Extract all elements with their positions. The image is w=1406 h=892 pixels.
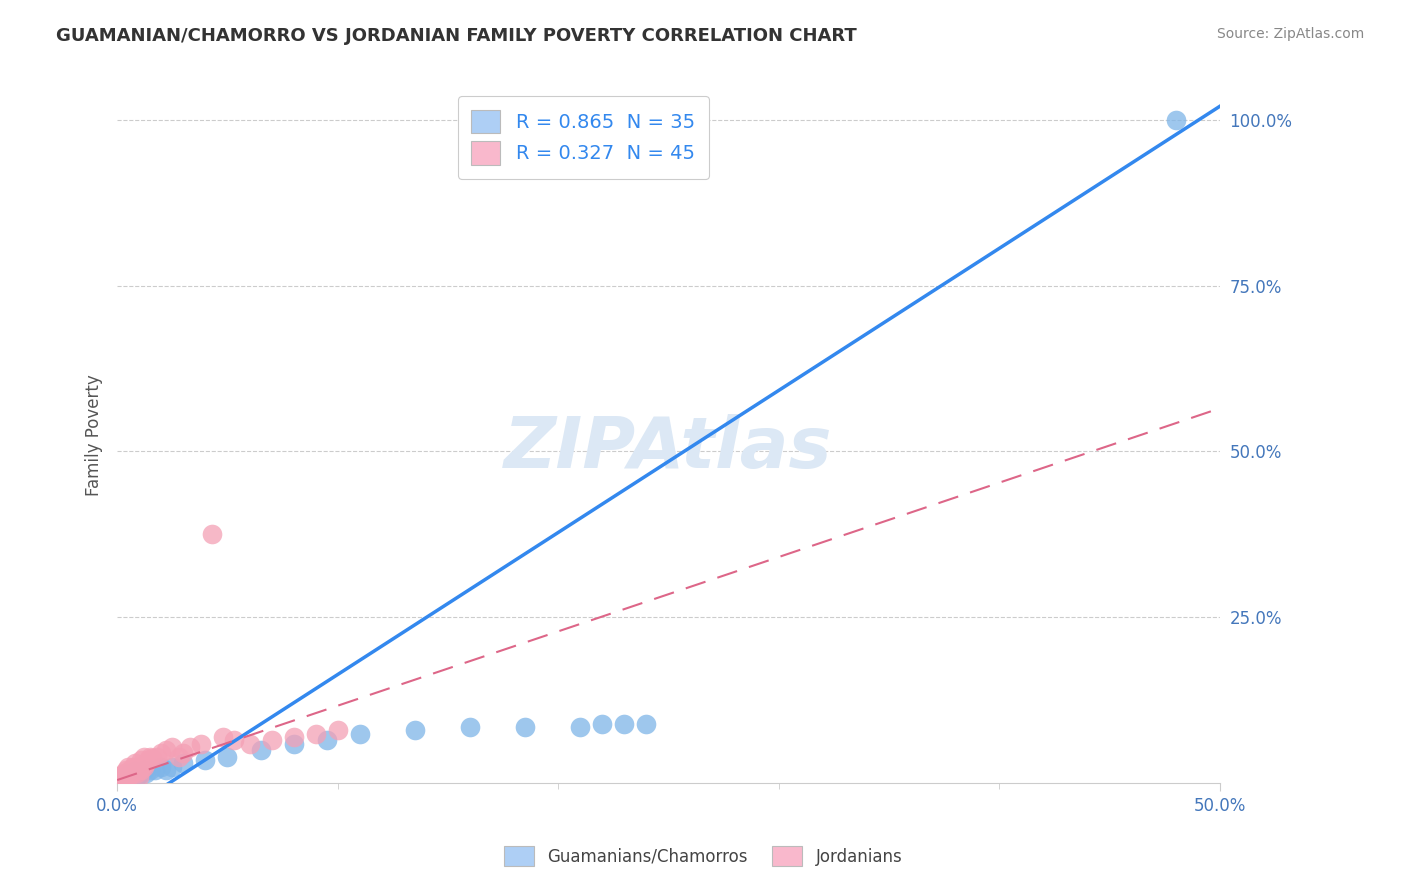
Point	[636, 716, 658, 731]
Point	[143, 763, 166, 777]
Point	[131, 753, 153, 767]
Point	[217, 749, 239, 764]
Point	[128, 766, 150, 780]
Point	[1164, 112, 1187, 127]
Point	[125, 766, 148, 780]
Legend: Guamanians/Chamorros, Jordanians: Guamanians/Chamorros, Jordanians	[495, 838, 911, 875]
Point	[120, 763, 142, 777]
Point	[458, 720, 481, 734]
Point	[155, 743, 177, 757]
Point	[194, 753, 217, 767]
Point	[162, 760, 184, 774]
Point	[110, 771, 132, 785]
Point	[120, 766, 142, 780]
Point	[115, 770, 138, 784]
Point	[515, 720, 537, 734]
Point	[108, 772, 131, 787]
Point	[121, 766, 143, 780]
Point	[112, 772, 135, 787]
Point	[155, 763, 177, 777]
Point	[613, 716, 636, 731]
Point	[139, 763, 162, 777]
Point	[569, 720, 592, 734]
Point	[115, 772, 138, 787]
Point	[249, 743, 271, 757]
Point	[117, 768, 139, 782]
Point	[112, 766, 135, 780]
Point	[112, 771, 135, 785]
Point	[132, 760, 155, 774]
Point	[212, 730, 235, 744]
Point	[124, 756, 146, 771]
Point	[136, 753, 159, 767]
Point	[132, 749, 155, 764]
Point	[121, 760, 143, 774]
Point	[162, 739, 184, 754]
Point	[135, 756, 157, 771]
Point	[124, 764, 146, 779]
Point	[591, 716, 613, 731]
Point	[117, 771, 139, 785]
Point	[146, 749, 169, 764]
Point	[117, 760, 139, 774]
Point	[150, 760, 173, 774]
Text: GUAMANIAN/CHAMORRO VS JORDANIAN FAMILY POVERTY CORRELATION CHART: GUAMANIAN/CHAMORRO VS JORDANIAN FAMILY P…	[56, 27, 858, 45]
Point	[132, 763, 155, 777]
Point	[139, 749, 162, 764]
Point	[125, 770, 148, 784]
Point	[283, 737, 305, 751]
Text: ZIPAtlas: ZIPAtlas	[505, 414, 832, 483]
Point	[115, 766, 138, 780]
Point	[110, 772, 132, 787]
Point	[349, 726, 371, 740]
Point	[238, 737, 260, 751]
Point	[115, 763, 138, 777]
Point	[404, 723, 426, 738]
Point	[283, 730, 305, 744]
Point	[131, 763, 153, 777]
Point	[172, 747, 194, 761]
Point	[222, 733, 245, 747]
Point	[135, 766, 157, 780]
Point	[117, 766, 139, 780]
Point	[128, 763, 150, 777]
Point	[141, 751, 163, 765]
Point	[125, 760, 148, 774]
Point	[131, 766, 153, 780]
Point	[172, 756, 194, 771]
Point	[117, 772, 139, 787]
Point	[124, 764, 146, 779]
Point	[128, 770, 150, 784]
Point	[115, 770, 138, 784]
Point	[305, 726, 328, 740]
Legend: R = 0.865  N = 35, R = 0.327  N = 45: R = 0.865 N = 35, R = 0.327 N = 45	[458, 96, 709, 178]
Point	[201, 527, 224, 541]
Point	[190, 737, 212, 751]
Point	[326, 723, 349, 738]
Point	[121, 766, 143, 780]
Y-axis label: Family Poverty: Family Poverty	[86, 374, 103, 496]
Point	[108, 772, 131, 787]
Point	[260, 733, 283, 747]
Point	[150, 747, 173, 761]
Point	[120, 768, 142, 782]
Point	[315, 733, 337, 747]
Point	[110, 768, 132, 782]
Point	[179, 739, 201, 754]
Point	[167, 749, 190, 764]
Text: Source: ZipAtlas.com: Source: ZipAtlas.com	[1216, 27, 1364, 41]
